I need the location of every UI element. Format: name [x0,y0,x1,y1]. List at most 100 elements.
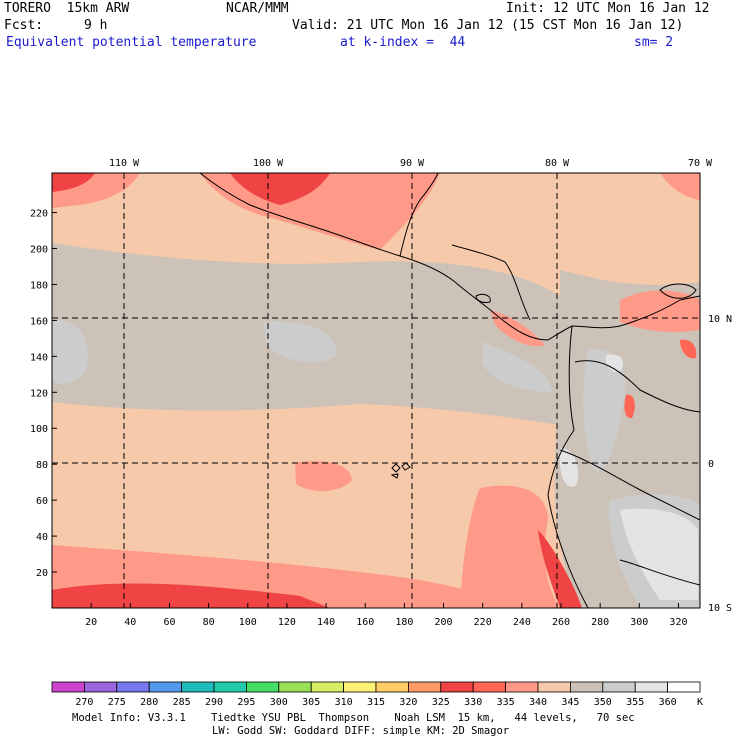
colorbar-swatch [148,681,182,693]
x-tick-label: 60 [163,617,175,628]
colorbar-label: 315 [367,697,385,708]
colorbar-label: 320 [399,697,417,708]
colorbar-label: 350 [594,697,612,708]
x-tick-label: 300 [630,617,648,628]
init-time: Init: 12 UTC Mon 16 Jan 12 [506,1,710,16]
colorbar: 270 275 280 285 290 295 300 305 310 315 320 325 330 3… [51,681,701,708]
colorbar-swatch [570,681,604,693]
lat-label: 10 N [708,314,732,325]
colorbar-swatch [407,681,442,693]
right-lat-labels: 10 N 0 10 S [708,314,732,614]
y-tick-label: 20 [36,568,48,579]
colorbar-swatch [343,681,377,693]
field-name: Equivalent potential temperature [6,35,257,50]
colorbar-label: 290 [205,697,223,708]
y-tick-label: 60 [36,496,48,507]
x-tick-labels: 20 40 60 80 100 120 140 160 180 200 220 240 260 280 30… [85,617,687,628]
valid-time: Valid: 21 UTC Mon 16 Jan 12 (15 CST Mon … [292,18,684,33]
colorbar-swatch [505,681,539,693]
x-tick-label: 40 [124,617,136,628]
colorbar-swatch [375,681,409,693]
yucatan-coastline [399,173,439,257]
colorbar-swatch [51,681,85,693]
colombia-border [574,360,700,413]
hot-coast-strip [538,530,582,608]
warm-patch-center [295,461,352,492]
hot-venezuela [680,339,697,359]
theta-e-shading [52,173,700,608]
center-name: NCAR/MMM [226,1,289,16]
model-name: TORERO 15km ARW [4,1,130,16]
colorbar-swatch [245,681,280,693]
x-tick-label: 200 [435,617,453,628]
physics-info-line: LW: Godd SW: Goddard DIFF: simple KM: 2D… [212,725,510,737]
colorbar-label: 345 [561,697,579,708]
y-tick-label: 160 [30,316,48,327]
bolivia-border [619,559,700,586]
pacific-coastline [199,173,700,341]
smoothing-info: sm= 2 [634,35,674,50]
lon-label: 80 W [545,158,570,169]
x-tick-label: 180 [395,617,413,628]
x-tick-label: 20 [85,617,97,628]
forecast-hours: 9 h [84,18,108,33]
colorbar-swatch [667,681,701,693]
colorbar-swatch [213,681,247,693]
galapagos-islands [390,462,411,479]
colorbar-swatch [181,681,215,693]
x-tick-label: 140 [317,617,335,628]
colorbar-label: 280 [140,697,158,708]
lon-label: 70 W [688,158,713,169]
andes-gray [583,349,626,472]
hot-mexico [230,173,330,205]
axis-ticks [52,212,679,608]
light-patch-coast [559,448,579,487]
lon-label: 100 W [253,158,284,169]
warm-caribbean [620,290,700,333]
model-info-line: Model Info: V3.3.1 Tiedtke YSU PBL Thomp… [72,712,635,724]
colorbar-label: 335 [497,697,515,708]
x-tick-label: 160 [356,617,374,628]
colorbar-label: 285 [173,697,191,708]
x-tick-label: 120 [278,617,296,628]
y-tick-label: 140 [30,352,48,363]
colorbar-swatch [116,681,150,693]
colorbar-swatch [84,681,118,693]
colorbar-label: 360 [659,697,677,708]
gray-patch-east [482,342,552,392]
y-tick-label: 200 [30,244,48,255]
x-tick-label: 320 [669,617,687,628]
peru-border [559,449,700,521]
map-frame [51,172,701,609]
x-tick-label: 80 [203,617,215,628]
colorbar-label: 340 [529,697,547,708]
y-tick-label: 100 [30,424,48,435]
x-tick-label: 220 [474,617,492,628]
colorbar-label: 295 [237,697,255,708]
level-info: at k-index = 44 [340,35,466,50]
warm-ne [660,173,700,200]
forecast-label: Fcst: [4,18,44,33]
hispaniola [659,283,697,299]
x-tick-label: 260 [552,617,570,628]
y-tick-labels: 20 40 60 80 100 120 140 160 180 200 220 [30,209,48,580]
colorbar-swatch [634,681,669,693]
south-america-coastline [547,325,589,608]
y-tick-label: 120 [30,388,48,399]
colorbar-label: 355 [626,697,644,708]
y-tick-label: 80 [36,460,48,471]
light-patch-north [605,354,624,373]
colorbar-swatch [310,681,345,693]
gray-patch-center [264,321,337,363]
colorbar-label: 330 [464,697,482,708]
lat-label: 0 [708,459,714,470]
x-tick-label: 280 [591,617,609,628]
colorbar-swatch [278,681,312,693]
gridlines [52,173,700,608]
colorbar-label: 305 [302,697,320,708]
colorbar-unit: K [697,697,703,708]
hot-nw [52,173,95,192]
amazon-light [620,508,698,600]
coastlines [199,173,700,608]
